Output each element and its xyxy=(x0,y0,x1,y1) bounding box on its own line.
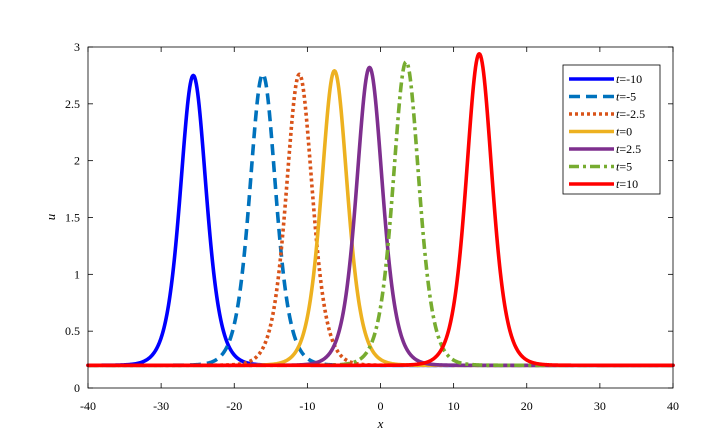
x-tick-label: 30 xyxy=(594,399,606,413)
legend-label: t=-5 xyxy=(616,90,636,104)
y-tick-label: 3 xyxy=(74,40,80,54)
legend-label: t=2.5 xyxy=(616,142,641,156)
x-axis: -40 -30 -20 -10 0 10 20 30 40 xyxy=(80,47,679,413)
y-axis-label: u xyxy=(43,213,58,220)
legend-label: t=10 xyxy=(616,177,638,191)
series-line xyxy=(86,59,675,368)
legend-box xyxy=(562,64,661,195)
legend: t=-10 t=-5 t=-2.5 t=0 t=2.5 t=5 t=10 xyxy=(562,64,661,195)
y-tick-label: 0.5 xyxy=(65,324,80,338)
x-tick-label: -40 xyxy=(80,399,96,413)
x-axis-label: x xyxy=(377,416,384,431)
y-tick-label: 1 xyxy=(74,267,80,281)
legend-label: t=-10 xyxy=(616,72,642,86)
x-tick-label: -20 xyxy=(226,399,242,413)
series-layer xyxy=(86,52,675,368)
y-tick-label: 1.5 xyxy=(65,211,80,225)
x-tick-label: 0 xyxy=(378,399,384,413)
legend-label: t=5 xyxy=(616,160,632,174)
series-line xyxy=(86,52,675,368)
y-tick-label: 2 xyxy=(74,154,80,168)
x-tick-label: 10 xyxy=(448,399,460,413)
x-tick-label: -10 xyxy=(299,399,315,413)
x-tick-label: -30 xyxy=(153,399,169,413)
x-tick-label: 20 xyxy=(521,399,533,413)
y-axis: 0 0.5 1 1.5 2 2.5 3 xyxy=(65,40,673,395)
x-tick-label: 40 xyxy=(667,399,679,413)
legend-label: t=0 xyxy=(616,125,632,139)
y-tick-label: 0 xyxy=(74,381,80,395)
y-tick-label: 2.5 xyxy=(65,97,80,111)
legend-label: t=-2.5 xyxy=(616,107,645,121)
